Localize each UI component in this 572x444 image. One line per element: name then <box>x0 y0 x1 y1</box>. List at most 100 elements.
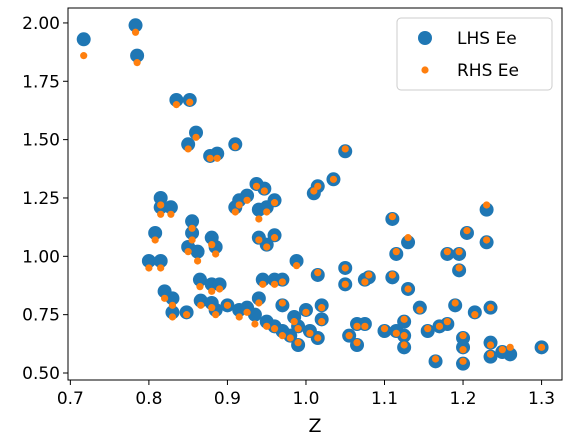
point <box>165 305 180 320</box>
y-tick-label: 1.00 <box>22 247 60 267</box>
point <box>190 244 205 259</box>
point <box>163 200 178 215</box>
point <box>392 329 400 337</box>
point <box>133 59 141 67</box>
point <box>197 301 205 309</box>
point <box>361 322 369 330</box>
point <box>443 248 451 256</box>
point <box>184 248 192 256</box>
y-tick-label: 2.00 <box>22 14 60 34</box>
point <box>435 322 444 330</box>
point <box>169 92 184 107</box>
point <box>314 269 322 277</box>
point <box>431 355 440 363</box>
point <box>251 320 259 328</box>
point <box>302 308 310 316</box>
point <box>185 214 200 229</box>
point <box>459 357 467 365</box>
point <box>486 304 495 312</box>
point <box>168 313 177 321</box>
y-tick-label: 1.25 <box>22 189 60 209</box>
y-tick-label: 1.75 <box>22 72 60 92</box>
point <box>286 334 294 342</box>
point <box>192 133 200 141</box>
point <box>130 48 145 63</box>
point <box>161 294 169 302</box>
point <box>208 241 216 249</box>
x-tick-label: 1.2 <box>450 389 477 409</box>
point <box>212 277 227 292</box>
point <box>380 325 389 333</box>
point <box>151 236 159 244</box>
point <box>186 98 194 106</box>
point <box>255 272 270 287</box>
point <box>148 225 163 240</box>
point <box>188 236 196 244</box>
point <box>193 293 208 308</box>
point <box>451 299 459 307</box>
point <box>145 264 153 272</box>
point <box>353 339 361 347</box>
point <box>483 201 491 209</box>
point <box>290 318 298 326</box>
point <box>208 287 216 295</box>
point <box>141 253 156 268</box>
point <box>231 143 239 151</box>
point <box>210 146 225 161</box>
point <box>185 225 200 240</box>
point <box>459 346 467 354</box>
point <box>443 318 451 326</box>
point <box>270 234 279 242</box>
point <box>235 201 243 209</box>
point <box>252 182 261 190</box>
point <box>341 145 349 153</box>
point <box>388 213 396 221</box>
point <box>270 199 279 207</box>
point <box>506 343 514 351</box>
point <box>392 248 400 256</box>
point <box>486 350 495 358</box>
point <box>401 235 416 250</box>
point <box>345 332 353 340</box>
point <box>167 210 175 218</box>
point <box>294 325 302 333</box>
point <box>240 188 255 203</box>
point <box>455 248 463 256</box>
point <box>168 301 177 309</box>
point <box>498 346 506 354</box>
x-tick-label: 0.8 <box>135 389 162 409</box>
x-tick-label: 1.0 <box>292 389 319 409</box>
point <box>263 208 271 216</box>
x-axis-label: Z <box>308 415 321 437</box>
point <box>537 343 546 351</box>
point <box>128 18 143 33</box>
point <box>255 299 263 307</box>
point <box>260 187 268 195</box>
point <box>212 250 220 258</box>
point <box>459 332 467 340</box>
point <box>278 299 287 307</box>
point <box>263 243 271 251</box>
y-tick-label: 0.50 <box>22 364 60 384</box>
point <box>192 272 207 287</box>
point <box>255 236 263 244</box>
point <box>131 28 140 36</box>
point <box>486 341 495 349</box>
point <box>404 285 412 293</box>
point <box>193 257 202 265</box>
point <box>278 332 287 340</box>
point <box>400 315 408 323</box>
legend-marker <box>421 66 429 74</box>
point <box>172 101 180 109</box>
point <box>157 201 165 209</box>
point <box>243 196 251 204</box>
point <box>153 253 168 268</box>
point <box>318 304 326 312</box>
point <box>213 154 221 162</box>
point <box>263 322 271 330</box>
point <box>479 202 494 217</box>
point <box>235 313 243 321</box>
y-tick-label: 1.50 <box>22 131 60 151</box>
point <box>215 285 224 293</box>
point <box>416 306 424 314</box>
